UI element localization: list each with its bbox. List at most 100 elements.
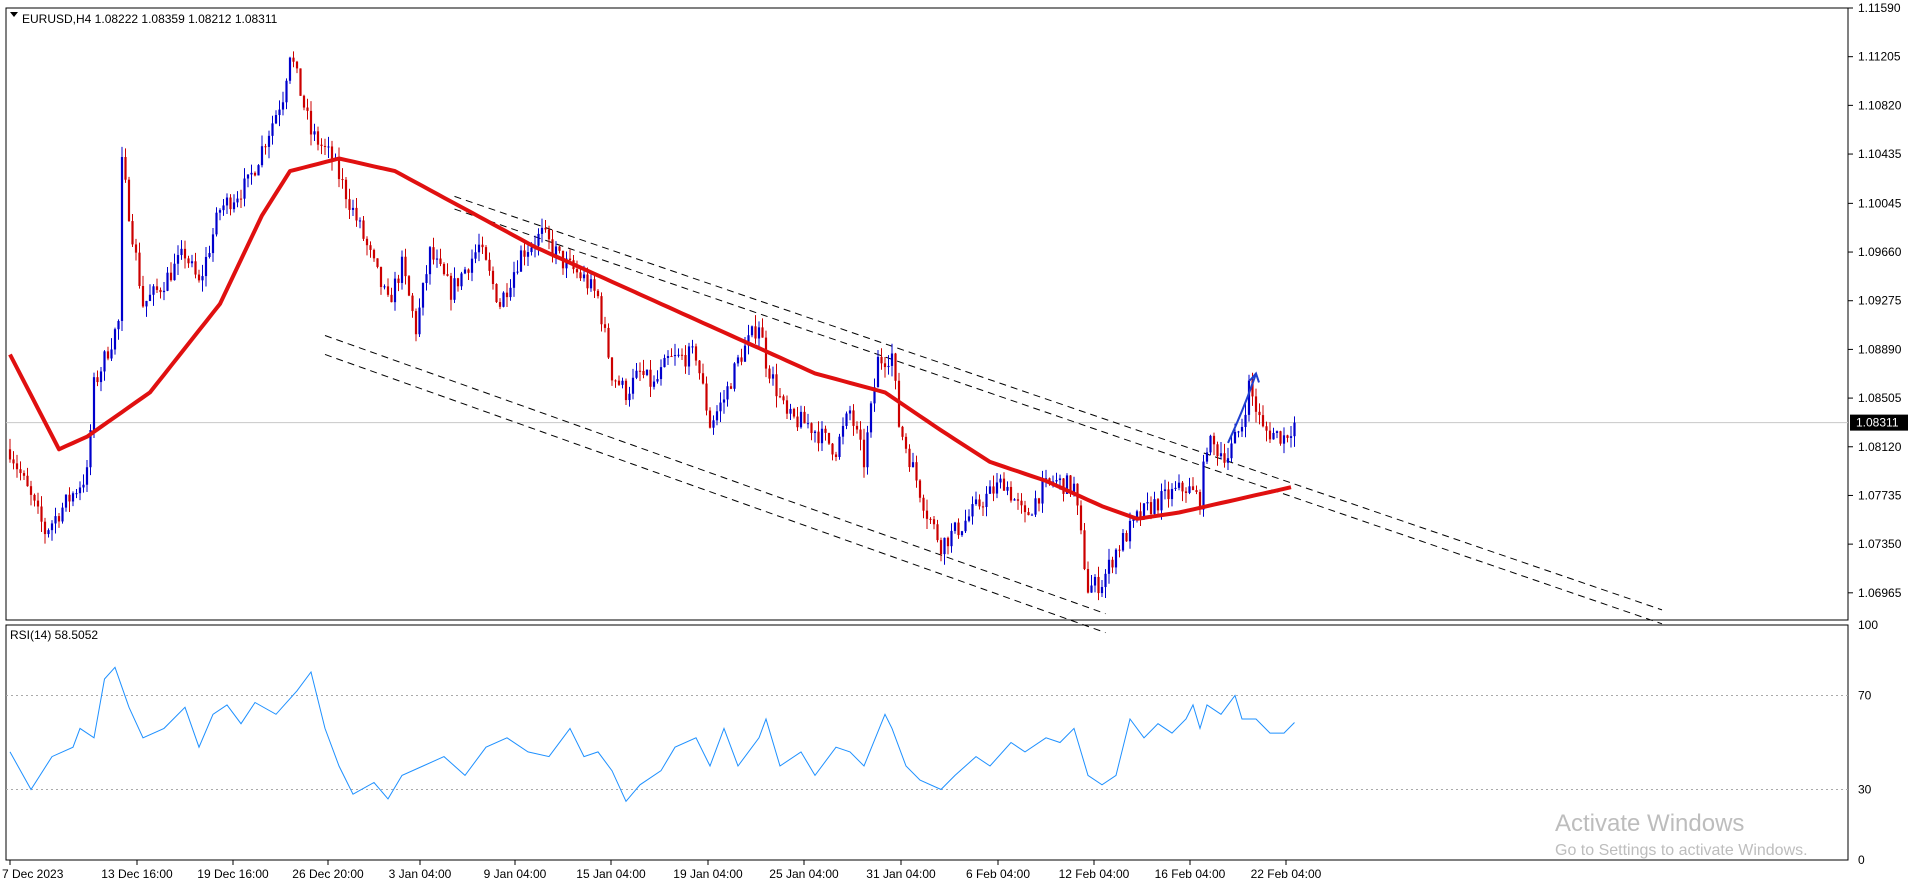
candle[interactable]	[1111, 556, 1114, 574]
candle[interactable]	[638, 362, 642, 382]
candle[interactable]	[29, 480, 33, 506]
candle[interactable]	[1230, 435, 1233, 463]
collapse-triangle-icon[interactable]	[10, 12, 18, 17]
candle[interactable]	[754, 315, 757, 344]
candle[interactable]	[1282, 427, 1286, 454]
candle[interactable]	[621, 377, 624, 389]
candle[interactable]	[64, 494, 68, 512]
candle[interactable]	[481, 236, 484, 254]
candle[interactable]	[1121, 529, 1125, 552]
candle[interactable]	[299, 68, 302, 96]
candle[interactable]	[904, 433, 908, 454]
candle[interactable]	[894, 352, 897, 390]
candle[interactable]	[260, 135, 264, 168]
candle[interactable]	[124, 148, 127, 183]
candle[interactable]	[971, 496, 974, 525]
candle[interactable]	[593, 272, 596, 299]
candle[interactable]	[1156, 498, 1160, 516]
candle[interactable]	[215, 207, 218, 237]
candle[interactable]	[274, 110, 278, 125]
candle[interactable]	[512, 261, 516, 297]
candle[interactable]	[960, 530, 964, 537]
candle[interactable]	[547, 225, 551, 250]
candle[interactable]	[442, 262, 446, 276]
candle[interactable]	[666, 350, 670, 365]
candle[interactable]	[141, 275, 145, 308]
candle[interactable]	[365, 236, 369, 256]
candle[interactable]	[288, 56, 292, 84]
candle[interactable]	[488, 252, 491, 276]
candle[interactable]	[859, 421, 862, 451]
candle[interactable]	[558, 246, 561, 254]
candle[interactable]	[428, 245, 432, 285]
candle[interactable]	[351, 199, 355, 217]
candle[interactable]	[390, 287, 393, 303]
candle[interactable]	[439, 248, 442, 267]
candle[interactable]	[1079, 500, 1083, 535]
candle[interactable]	[236, 191, 239, 208]
candle[interactable]	[1020, 493, 1023, 514]
candle[interactable]	[614, 379, 617, 388]
candle[interactable]	[68, 487, 71, 512]
candle[interactable]	[292, 51, 295, 68]
candle[interactable]	[173, 253, 176, 281]
candle[interactable]	[474, 244, 477, 264]
candle[interactable]	[736, 354, 740, 367]
candle[interactable]	[397, 274, 400, 292]
candle[interactable]	[162, 282, 166, 301]
candle[interactable]	[204, 247, 208, 287]
candle[interactable]	[383, 284, 386, 290]
candle[interactable]	[957, 518, 960, 539]
candle[interactable]	[985, 486, 988, 517]
candle[interactable]	[1272, 427, 1275, 440]
candle[interactable]	[57, 512, 61, 528]
candle[interactable]	[110, 338, 113, 361]
candle[interactable]	[78, 481, 82, 501]
candle[interactable]	[680, 348, 684, 360]
candle[interactable]	[344, 177, 348, 209]
candle[interactable]	[1184, 487, 1188, 503]
candle[interactable]	[775, 363, 778, 408]
candle[interactable]	[201, 264, 204, 292]
candle[interactable]	[565, 251, 568, 279]
candle[interactable]	[831, 442, 834, 461]
candle[interactable]	[544, 220, 547, 233]
candle[interactable]	[645, 369, 649, 377]
candle[interactable]	[484, 245, 488, 261]
rsi-panel[interactable]: RSI(14) 58.5052 100 70 30 0	[5, 618, 1878, 867]
candle[interactable]	[330, 140, 334, 171]
candle[interactable]	[596, 288, 600, 299]
candle[interactable]	[796, 407, 799, 432]
candle[interactable]	[656, 370, 659, 384]
candle[interactable]	[1114, 548, 1118, 575]
candle[interactable]	[379, 266, 383, 295]
candle[interactable]	[519, 245, 523, 272]
candle[interactable]	[1209, 434, 1212, 456]
candle[interactable]	[946, 536, 950, 555]
candle[interactable]	[974, 491, 978, 506]
candle[interactable]	[313, 123, 316, 141]
candle[interactable]	[1188, 477, 1191, 495]
candle[interactable]	[285, 78, 288, 110]
candle[interactable]	[194, 252, 197, 279]
candle[interactable]	[694, 343, 698, 366]
candle[interactable]	[607, 323, 610, 359]
candle[interactable]	[253, 171, 257, 177]
candle[interactable]	[936, 519, 939, 543]
candle[interactable]	[908, 444, 911, 472]
candle[interactable]	[764, 330, 768, 378]
candle[interactable]	[943, 537, 946, 565]
candle[interactable]	[1254, 388, 1258, 423]
candle[interactable]	[901, 425, 904, 441]
candle[interactable]	[113, 327, 117, 355]
candle[interactable]	[355, 197, 358, 227]
candle[interactable]	[22, 470, 26, 481]
candle[interactable]	[649, 359, 652, 398]
candle[interactable]	[432, 237, 435, 265]
candle[interactable]	[915, 455, 918, 488]
candle[interactable]	[197, 269, 201, 283]
candle[interactable]	[1167, 481, 1170, 508]
candle[interactable]	[257, 164, 260, 176]
candle[interactable]	[1265, 421, 1268, 442]
candle[interactable]	[887, 355, 890, 375]
